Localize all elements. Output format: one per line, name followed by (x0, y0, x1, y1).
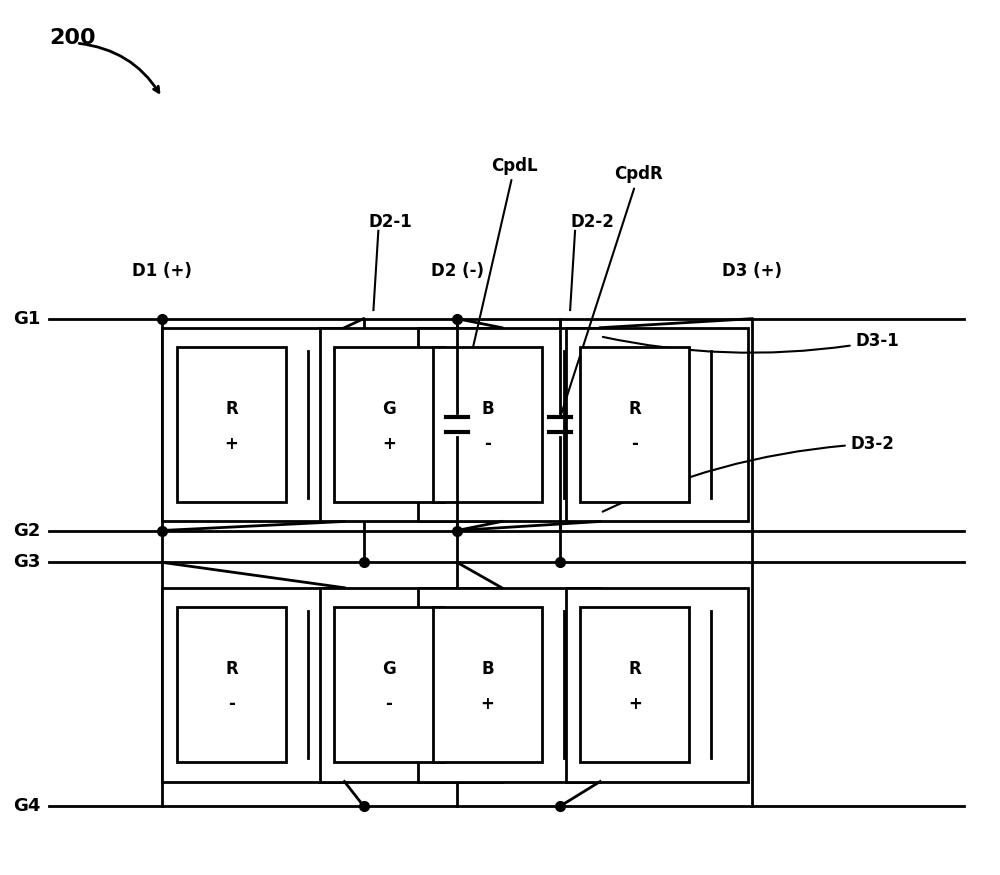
Text: G1: G1 (14, 310, 41, 327)
Bar (320, 588, 502, 781)
Text: G2: G2 (14, 522, 41, 540)
Text: -: - (484, 435, 491, 453)
Text: D3 (+): D3 (+) (722, 262, 782, 280)
Bar (433, 347, 542, 502)
Text: R: R (628, 660, 641, 678)
Text: CpdL: CpdL (458, 157, 538, 414)
Text: -: - (386, 695, 392, 713)
Text: D2-2: D2-2 (570, 213, 614, 231)
Text: R: R (628, 400, 641, 418)
Bar (580, 607, 689, 762)
Text: B: B (481, 660, 494, 678)
Text: D3-1: D3-1 (603, 332, 899, 353)
Text: CpdR: CpdR (561, 165, 663, 414)
Bar (320, 328, 502, 522)
Text: R: R (225, 400, 238, 418)
Text: D3-2: D3-2 (603, 435, 894, 512)
Text: -: - (631, 435, 638, 453)
Bar (177, 607, 286, 762)
Text: G: G (382, 660, 396, 678)
Text: G4: G4 (14, 797, 41, 815)
Text: +: + (628, 695, 642, 713)
Text: +: + (225, 435, 239, 453)
Text: +: + (382, 435, 396, 453)
Bar (162, 328, 344, 522)
Bar (433, 607, 542, 762)
Text: D1 (+): D1 (+) (132, 262, 192, 280)
Text: +: + (480, 695, 494, 713)
Bar (334, 607, 444, 762)
Text: B: B (481, 400, 494, 418)
Bar (566, 328, 748, 522)
Bar (580, 347, 689, 502)
Bar (418, 328, 600, 522)
Text: G: G (382, 400, 396, 418)
Text: 200: 200 (49, 29, 95, 48)
Text: G3: G3 (14, 553, 41, 571)
Bar (162, 588, 344, 781)
Text: D2 (-): D2 (-) (431, 262, 484, 280)
Text: R: R (225, 660, 238, 678)
Text: D2-1: D2-1 (369, 213, 412, 231)
Bar (177, 347, 286, 502)
Bar (334, 347, 444, 502)
Bar (566, 588, 748, 781)
Bar (418, 588, 600, 781)
Text: -: - (228, 695, 235, 713)
